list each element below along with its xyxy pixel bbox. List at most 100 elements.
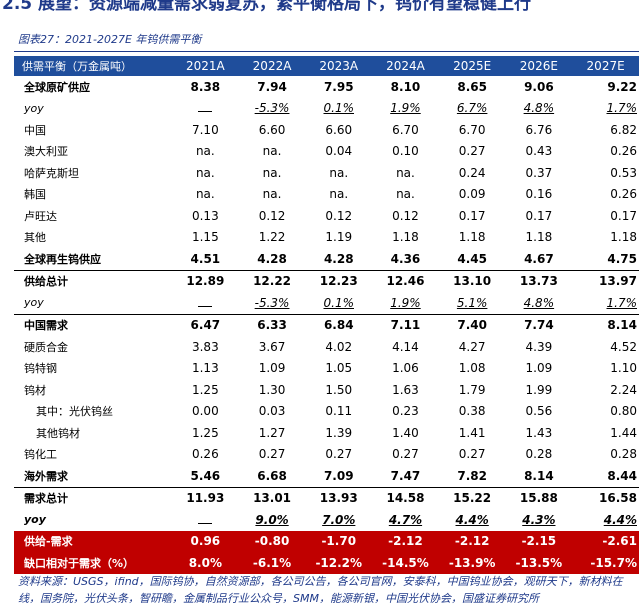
- table-cell: 13.93: [305, 486, 373, 509]
- table-cell: 6.47: [172, 313, 239, 336]
- header-row: 供需平衡（万金属吨） 2021A 2022A 2023A 2024A 2025E 2026E…: [14, 56, 639, 76]
- table-cell: -12.2%: [305, 552, 373, 574]
- table-cell: 1.09: [525, 361, 553, 376]
- table-cell: 1.30: [258, 382, 286, 397]
- table-cell: na.: [262, 144, 282, 159]
- table-cell: 1.79: [458, 382, 486, 397]
- table-cell: na.: [195, 144, 215, 159]
- table-cell: 13.10: [438, 269, 506, 292]
- table-cell: -15.7%: [572, 552, 639, 574]
- table-cell: 7.74: [505, 313, 573, 336]
- column-header: 2022A: [238, 56, 306, 76]
- row-label: 中国: [24, 123, 46, 137]
- table-cell: 4.51: [190, 251, 221, 266]
- table-cell: 0.43: [525, 144, 553, 159]
- table-cell: 13.97: [572, 269, 639, 292]
- table-row: 韩国 na. na. na. na. 0.09 0.16 0.26: [14, 184, 639, 206]
- table-row: yoy -5.3% 0.1% 1.9% 5.1% 4.8% 1.7%: [14, 292, 639, 314]
- table-cell: 0.27: [392, 447, 419, 462]
- table-row: 中国需求 6.47 6.33 6.84 7.11 7.40 7.74 8.14: [14, 313, 639, 336]
- table-cell: 13.73: [505, 269, 573, 292]
- table-row: 其中：光伏钨丝 0.00 0.03 0.11 0.23 0.38 0.56 0.80: [14, 401, 639, 423]
- table-cell: 4.3%: [522, 512, 556, 527]
- table-cell: 4.4%: [455, 512, 489, 527]
- table-row: 其他 1.15 1.22 1.19 1.18 1.18 1.18 1.18: [14, 227, 639, 249]
- table-cell: 1.18: [392, 230, 419, 245]
- table-caption: 图表27：2021-2027E 年钨供需平衡: [18, 33, 202, 46]
- table-cell: 1.18: [610, 230, 637, 245]
- table-cell: 1.43: [525, 425, 553, 440]
- row-label: yoy: [24, 101, 44, 115]
- row-label: 卢旺达: [24, 209, 57, 223]
- table-cell: 0.24: [458, 165, 486, 180]
- table-cell: 4.75: [607, 251, 637, 266]
- table-cell: 6.84: [305, 313, 373, 336]
- table-cell: 6.82: [610, 122, 637, 137]
- table-cell: 8.14: [524, 468, 554, 483]
- table-cell: 0.11: [325, 404, 353, 419]
- table-cell: 7.95: [323, 79, 354, 94]
- table-cell: 1.25: [191, 425, 219, 440]
- table-cell: 1.18: [525, 230, 553, 245]
- table-cell: na.: [262, 165, 282, 180]
- table-cell: 1.7%: [606, 295, 638, 310]
- table-cell: 0.1%: [323, 101, 355, 116]
- table-cell: 0.26: [610, 144, 637, 159]
- table-row: 卢旺达 0.13 0.12 0.12 0.12 0.17 0.17 0.17: [14, 205, 639, 227]
- table-cell: 1.15: [191, 230, 219, 245]
- table-cell: [172, 98, 239, 120]
- table-cell: 4.8%: [523, 295, 555, 310]
- table-cell: 1.06: [392, 361, 419, 376]
- row-label: yoy: [24, 513, 46, 527]
- table-cell: 0.27: [458, 447, 486, 462]
- table-cell: 0.27: [258, 447, 286, 462]
- table-cell: na.: [262, 187, 282, 202]
- table-cell: 15.88: [505, 486, 573, 509]
- blank-mark: [198, 522, 213, 524]
- table-cell: 4.52: [610, 339, 637, 354]
- table-cell: 8.38: [190, 79, 221, 94]
- table-cell: 1.27: [258, 425, 286, 440]
- table-row: 钨材 1.25 1.30 1.50 1.63 1.79 1.99 2.24: [14, 379, 639, 401]
- table-cell: 6.68: [257, 468, 287, 483]
- table-cell: 12.23: [305, 269, 373, 292]
- table-cell: 0.28: [610, 447, 637, 462]
- table-row: 澳大利亚 na. na. 0.04 0.10 0.27 0.43 0.26: [14, 141, 639, 163]
- table-cell: 1.9%: [390, 295, 421, 310]
- table-cell: 0.80: [610, 404, 637, 419]
- table-cell: -2.12: [372, 530, 439, 552]
- table-cell: 0.56: [525, 404, 553, 419]
- table-cell: 1.18: [458, 230, 486, 245]
- table-cell: 1.19: [325, 230, 353, 245]
- table-cell: 5.46: [190, 468, 221, 483]
- table-cell: 6.33: [238, 313, 306, 336]
- table-cell: na.: [329, 187, 349, 202]
- table-cell: 8.0%: [172, 552, 239, 574]
- table-cell: 4.39: [525, 339, 553, 354]
- table-cell: na.: [195, 187, 215, 202]
- row-label: 哈萨克斯坦: [24, 166, 79, 180]
- row-label: 硬质合金: [24, 340, 68, 354]
- table-cell: 0.17: [525, 208, 553, 223]
- table-cell: 15.22: [438, 486, 506, 509]
- table-cell: 0.38: [458, 404, 486, 419]
- table-cell: 1.99: [525, 382, 553, 397]
- table-cell: -13.9%: [438, 552, 506, 574]
- row-label: 全球原矿供应: [24, 80, 90, 94]
- table-cell: -14.5%: [372, 552, 439, 574]
- table-cell: 1.7%: [606, 101, 638, 116]
- table-cell: 0.26: [610, 187, 637, 202]
- table-cell: 3.67: [258, 339, 286, 354]
- table-cell: 0.03: [258, 404, 286, 419]
- table-cell: 4.28: [257, 251, 287, 266]
- table-row: 哈萨克斯坦 na. na. na. na. 0.24 0.37 0.53: [14, 162, 639, 184]
- table-cell: 7.40: [438, 313, 506, 336]
- table-row: 全球再生钨供应 4.51 4.28 4.28 4.36 4.45 4.67 4.75: [14, 248, 639, 270]
- table-cell: 4.4%: [603, 512, 637, 527]
- row-label: 中国需求: [14, 313, 172, 336]
- table-cell: 9.0%: [255, 512, 289, 527]
- table-row: 钨特钢 1.13 1.09 1.05 1.06 1.08 1.09 1.10: [14, 358, 639, 380]
- table-row: 海外需求 5.46 6.68 7.09 7.47 7.82 8.14 8.44: [14, 465, 639, 487]
- table-cell: 1.10: [610, 361, 637, 376]
- row-label: 钨化工: [24, 448, 57, 462]
